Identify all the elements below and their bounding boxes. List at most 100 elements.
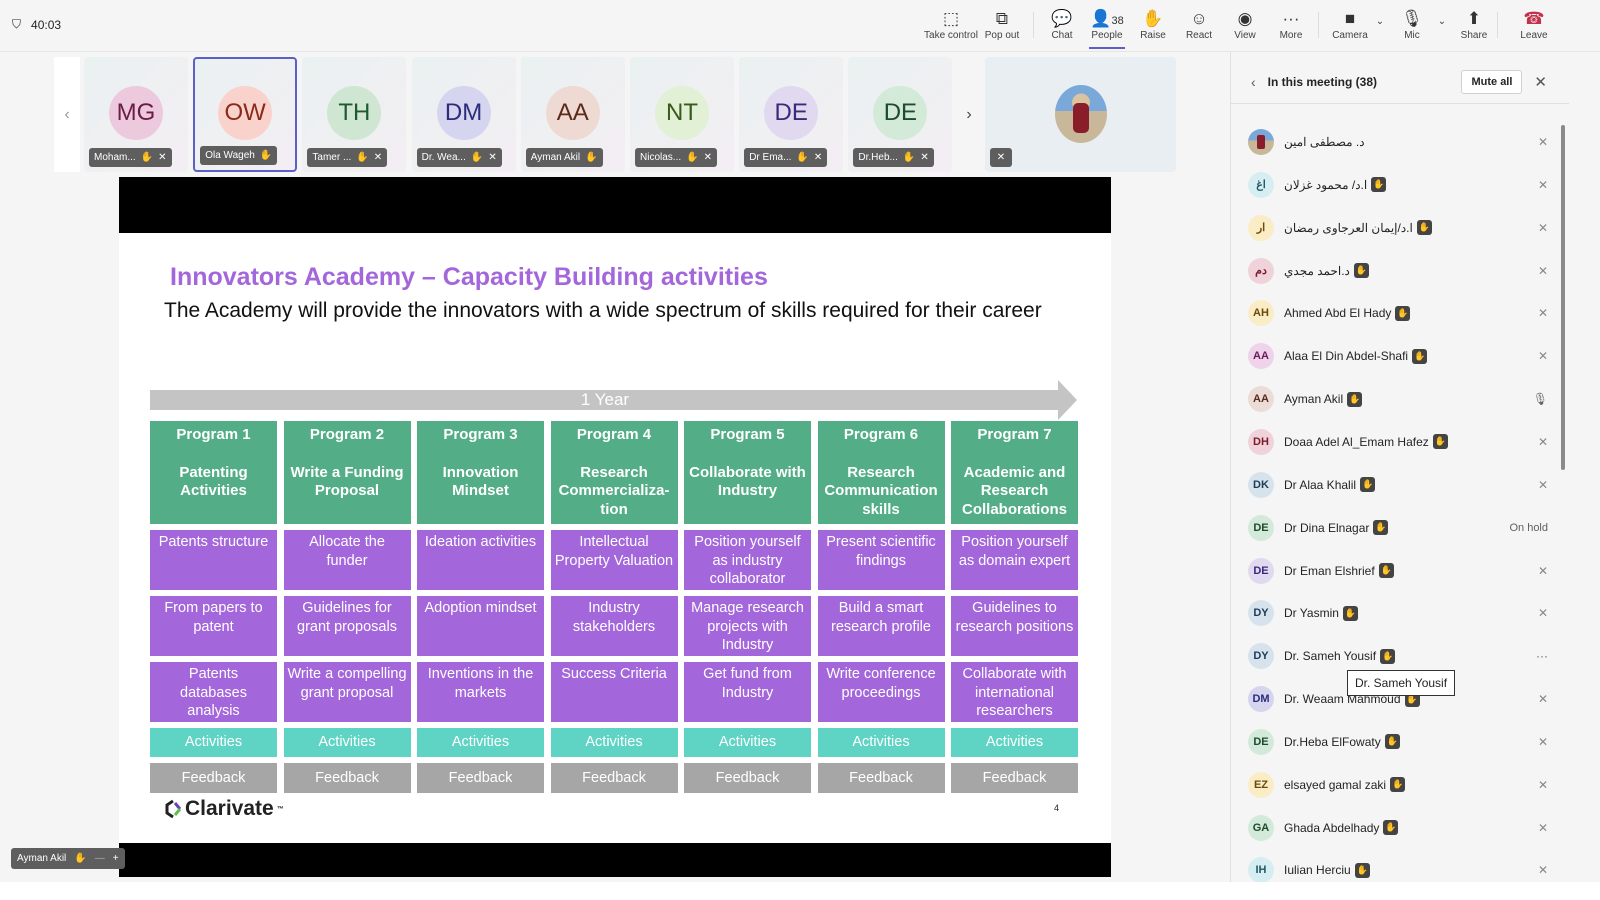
participant-name: Dr. Sameh Yousif: [1284, 649, 1377, 664]
participant-row[interactable]: DK Dr Alaa Khalil ✋ ✕: [1248, 470, 1558, 500]
participant-row[interactable]: AH Ahmed Abd El Hady ✋ ✕: [1248, 298, 1558, 328]
take-control-icon: ⬚: [942, 9, 960, 28]
participant-row[interactable]: DY Dr Yasmin ✋ ✕: [1248, 598, 1558, 628]
device-options-chevron[interactable]: ⌄: [1373, 16, 1387, 27]
panel-scrollbar[interactable]: [1561, 125, 1565, 470]
avatar: DE: [1248, 557, 1274, 584]
participant-name: Dr Yasmin: [1284, 606, 1339, 621]
video-tile[interactable]: MG Moham... ✋ ✕: [84, 57, 188, 172]
pop-out-button[interactable]: ⧉ Pop out: [975, 8, 1029, 41]
leave-button[interactable]: ☎ Leave: [1507, 8, 1561, 41]
close-icon[interactable]: ✕: [1534, 73, 1547, 91]
camera-button[interactable]: ■ Camera: [1323, 8, 1377, 41]
slide-page-number: 4: [1054, 803, 1060, 813]
program-item: From papers to patent: [150, 596, 277, 656]
feedback-cell: Feedback: [150, 763, 277, 793]
more-options-icon[interactable]: ···: [1536, 649, 1548, 664]
timeline-arrowhead: [1058, 380, 1077, 420]
participant-photo: [1055, 85, 1107, 143]
participant-name: Dr.Heba ElFowaty: [1284, 734, 1381, 749]
avatar: DY: [1248, 643, 1274, 670]
avatar: IH: [1248, 857, 1274, 884]
video-tile[interactable]: DM Dr. Wea... ✋ ✕: [411, 57, 516, 172]
mic-button[interactable]: 🎙 Mic: [1385, 8, 1439, 41]
toolbar-label: Share: [1460, 30, 1488, 41]
zoom-out-icon[interactable]: —: [94, 853, 105, 864]
participant-row[interactable]: GA Ghada Abdelhady ✋ ✕: [1248, 813, 1558, 843]
program-name: Research Communication skills: [824, 463, 938, 518]
program-number: Program 2: [309, 426, 385, 443]
avatar: NT: [655, 86, 709, 140]
raise-button[interactable]: ✋ Raise: [1126, 8, 1180, 41]
toolbar-label: Camera: [1332, 30, 1368, 41]
participant-row[interactable]: DE Dr Eman Elshrief ✋ ✕: [1248, 556, 1558, 586]
raise-hand-badge-icon: ✋: [1395, 305, 1411, 321]
participant-row[interactable]: EZ elsayed gamal zaki ✋ ✕: [1248, 770, 1558, 800]
feedback-cell: Feedback: [684, 763, 811, 793]
participant-row[interactable]: DE Dr Dina Elnagar ✋ On hold: [1248, 513, 1558, 543]
activities-cell: Activities: [283, 728, 411, 757]
participant-row[interactable]: ار ا.د/إيمان العرجاوى رمضان ✋ ✕: [1248, 213, 1558, 243]
raise-hand-icon: ✋: [470, 152, 484, 163]
raise-hand-badge-icon: ✋: [1371, 177, 1387, 193]
mic-off-icon: ✕: [1537, 734, 1548, 749]
strip-next-button[interactable]: ›: [956, 57, 982, 172]
program-item: Write conference proceedings: [817, 662, 945, 722]
program-item: Guidelines to research positions: [951, 596, 1078, 656]
video-tile[interactable]: NT Nicolas... ✋ ✕: [630, 57, 734, 172]
avatar: DY: [1248, 600, 1274, 627]
video-tile[interactable]: DE Dr.Heb... ✋ ✕: [848, 57, 953, 172]
feedback-cell: Feedback: [951, 763, 1078, 793]
avatar: DE: [873, 86, 928, 140]
participant-row[interactable]: DE Dr.Heba ElFowaty ✋ ✕: [1248, 727, 1558, 757]
participant-row[interactable]: AA Alaa El Din Abdel-Shafi ✋ ✕: [1248, 341, 1558, 371]
view-button[interactable]: ◉ View: [1218, 8, 1272, 41]
back-icon[interactable]: ‹: [1251, 73, 1256, 90]
participant-row[interactable]: دم د.احمد مجدي ✋ ✕: [1248, 256, 1558, 286]
chevron-right-icon: ›: [966, 105, 972, 123]
strip-prev-button[interactable]: ‹: [54, 57, 80, 172]
raise-hand-badge-icon: ✋: [1347, 391, 1363, 407]
take-control-button[interactable]: ⬚ Take control: [924, 8, 978, 41]
participant-name-label: Dr. Wea... ✋ ✕: [416, 148, 502, 167]
self-view-label[interactable]: Ayman Akil ✋ — +: [11, 848, 125, 869]
participant-name: Ola Wageh: [205, 150, 255, 161]
mic-off-icon: ✕: [920, 152, 929, 163]
participant-row[interactable]: DY Dr. Sameh Yousif ✋ ···: [1248, 641, 1558, 671]
device-options-chevron[interactable]: ⌄: [1435, 16, 1449, 27]
participant-row[interactable]: د. مصطفى امين ✕: [1248, 127, 1558, 157]
share-icon: ⬆: [1466, 9, 1482, 28]
participant-row[interactable]: اغ ا.د/ محمود غزلان ✋ ✕: [1248, 170, 1558, 200]
avatar: DK: [1248, 471, 1274, 498]
people-button[interactable]: 👤38 People: [1080, 8, 1134, 49]
leave-icon: ☎: [1523, 9, 1545, 28]
video-tile[interactable]: OW Ola Wageh ✋: [193, 57, 298, 172]
mic-off-icon: ✕: [1537, 220, 1548, 235]
react-button[interactable]: ☺ React: [1172, 8, 1226, 41]
video-tile[interactable]: TH Tamer ... ✋ ✕: [302, 57, 407, 172]
status-text: On hold: [1509, 521, 1548, 534]
slide-subtitle: The Academy will provide the innovators …: [164, 299, 1042, 322]
zoom-in-icon[interactable]: +: [112, 853, 119, 864]
video-tile[interactable]: DE Dr Ema... ✋ ✕: [739, 57, 844, 172]
participant-name-label: Nicolas... ✋ ✕: [635, 148, 717, 167]
participant-row[interactable]: IH Iulian Herciu ✋ ✕: [1248, 855, 1558, 885]
mute-all-button[interactable]: Mute all: [1461, 69, 1523, 94]
toolbar-divider: [1318, 12, 1319, 38]
program-item: Industry stakeholders: [550, 596, 678, 656]
chat-button[interactable]: 💬 Chat: [1035, 8, 1089, 41]
participant-name: Ayman Akil: [1284, 392, 1344, 407]
participant-row[interactable]: AA Ayman Akil ✋ 🎙: [1248, 384, 1558, 414]
more-button[interactable]: ··· More: [1264, 8, 1318, 41]
video-tile[interactable]: AA Ayman Akil ✋: [520, 57, 625, 172]
raise-hand-badge-icon: ✋: [1360, 477, 1376, 493]
participant-name: د.احمد مجدي: [1284, 263, 1350, 278]
program-name: Academic and Research Collaborations: [961, 463, 1067, 518]
participant-name-label: Ola Wageh ✋: [200, 146, 278, 165]
mic-off-icon: ✕: [1537, 434, 1548, 449]
program-item: Adoption mindset: [417, 596, 544, 656]
video-tile-featured[interactable]: ✕: [985, 57, 1176, 172]
raise-hand-badge-icon: ✋: [1380, 648, 1396, 664]
share-button[interactable]: ⬆ Share: [1447, 8, 1501, 41]
participant-row[interactable]: DH Doaa Adel Al_Emam Hafez ✋ ✕: [1248, 427, 1558, 457]
